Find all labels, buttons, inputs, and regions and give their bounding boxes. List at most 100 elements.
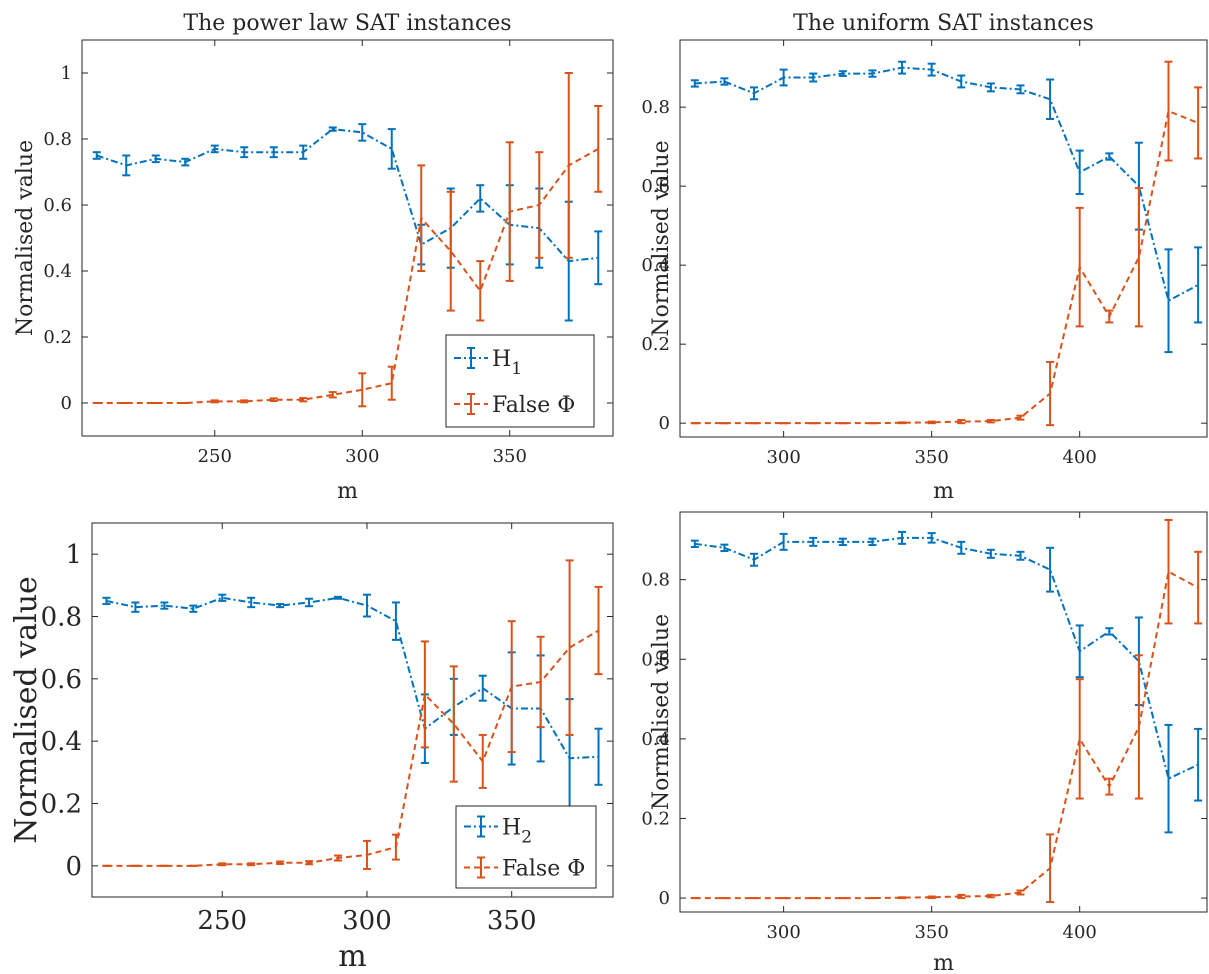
error-bar xyxy=(1075,624,1084,679)
panel-3: 250 300 350 0 0.2 0.4 0.6 0.8 1 m Normalised value… xyxy=(9,522,614,974)
y-tick-label: 0.2 xyxy=(641,334,670,355)
y-tick-label: 0.2 xyxy=(43,327,72,348)
error-bar xyxy=(305,597,314,608)
error-bar xyxy=(779,68,788,87)
error-bar xyxy=(1046,78,1055,121)
error-bar xyxy=(1016,414,1025,421)
error-bar xyxy=(1164,60,1173,162)
error-bar xyxy=(1194,727,1203,802)
error-bar xyxy=(334,595,343,600)
error-bar xyxy=(594,105,603,193)
error-bar xyxy=(750,552,759,567)
error-bar xyxy=(1194,246,1203,324)
x-tick-label: 350 xyxy=(914,922,948,943)
error-bar xyxy=(507,620,516,754)
error-bar xyxy=(927,895,936,900)
y-tick-label: 0.4 xyxy=(641,729,670,750)
series-H xyxy=(690,60,1203,354)
y-tick-label: 0 xyxy=(659,888,670,909)
x-tick-label: 350 xyxy=(487,906,537,936)
error-bar xyxy=(476,184,485,213)
error-bar xyxy=(957,419,966,425)
x-tick-label: 250 xyxy=(197,906,247,936)
y-tick-label: 0.4 xyxy=(641,255,670,276)
panel-4: 300 350 400 0 0.2 0.4 0.6 0.8 m Normalised value xyxy=(641,511,1208,974)
series-line xyxy=(96,148,599,404)
series-line xyxy=(106,629,600,867)
error-bar xyxy=(927,420,936,425)
error-bar xyxy=(269,397,278,403)
y-tick-label: 0.4 xyxy=(41,727,82,757)
plot-area xyxy=(690,518,1203,904)
error-bar xyxy=(809,536,818,547)
error-bar xyxy=(986,82,995,93)
error-bar xyxy=(564,72,573,259)
x-tick-label: 300 xyxy=(766,447,800,468)
error-bar xyxy=(446,190,455,312)
x-axis-label: m xyxy=(933,951,954,974)
error-bar xyxy=(838,70,847,77)
error-bar xyxy=(898,421,907,425)
x-tick-label: 300 xyxy=(342,906,392,936)
error-bar xyxy=(868,537,877,547)
y-tick-label: 0 xyxy=(65,852,82,882)
series-false-phi xyxy=(690,60,1203,427)
x-tick-label: 250 xyxy=(198,446,232,467)
error-bar xyxy=(391,601,400,641)
error-bar xyxy=(131,601,140,613)
legend-box xyxy=(455,805,597,889)
error-bar xyxy=(151,154,160,164)
error-bar xyxy=(1194,550,1203,625)
error-bar xyxy=(1194,86,1203,160)
y-axis-label: Normalised value xyxy=(649,614,674,810)
error-bar xyxy=(690,79,699,88)
error-bar xyxy=(809,72,818,83)
error-bar xyxy=(1105,627,1114,636)
error-bar xyxy=(218,862,227,867)
y-tick-label: 0.8 xyxy=(641,97,670,118)
x-tick-label: 350 xyxy=(914,447,948,468)
error-bar xyxy=(565,559,574,736)
error-bar xyxy=(927,62,936,77)
error-bar xyxy=(210,144,219,154)
error-bar xyxy=(986,893,995,899)
error-bar xyxy=(898,530,907,545)
x-tick-label: 300 xyxy=(766,922,800,943)
y-tick-label: 0.6 xyxy=(641,176,670,197)
y-tick-label: 0.6 xyxy=(43,195,72,216)
error-bar xyxy=(122,154,131,177)
error-bar xyxy=(690,539,699,549)
error-bar xyxy=(1046,546,1055,593)
error-bar xyxy=(160,601,169,610)
y-tick-label: 0 xyxy=(61,393,72,414)
plot-area xyxy=(102,559,603,870)
error-bar xyxy=(334,854,343,862)
error-bar xyxy=(240,399,249,404)
error-bar xyxy=(102,596,111,606)
error-bar xyxy=(720,77,729,86)
panel-1: 250 300 350 0 0.2 0.4 0.6 0.8 1 The power law SAT… xyxy=(13,11,614,504)
y-tick-label: 0 xyxy=(659,413,670,434)
legend-label: False Φ xyxy=(502,857,585,882)
y-tick-label: 0.6 xyxy=(641,649,670,670)
error-bar xyxy=(898,896,907,900)
x-tick-label: 400 xyxy=(1063,447,1097,468)
x-axis-label: m xyxy=(933,479,954,504)
error-bar xyxy=(269,146,278,159)
y-tick-label: 1 xyxy=(65,540,82,570)
plot-area xyxy=(690,60,1203,427)
error-bar xyxy=(328,126,337,132)
error-bar xyxy=(305,860,314,866)
error-bar xyxy=(536,635,545,729)
error-bar xyxy=(1134,654,1143,800)
error-bar xyxy=(247,862,256,867)
error-bar xyxy=(838,537,847,547)
axes-box xyxy=(679,511,1208,913)
y-axis-label: Normalised value xyxy=(649,140,674,336)
error-bar xyxy=(720,543,729,553)
series-line xyxy=(694,570,1199,900)
x-axis-label: m xyxy=(337,479,358,504)
error-bar xyxy=(1075,678,1084,800)
error-bar xyxy=(478,733,487,789)
